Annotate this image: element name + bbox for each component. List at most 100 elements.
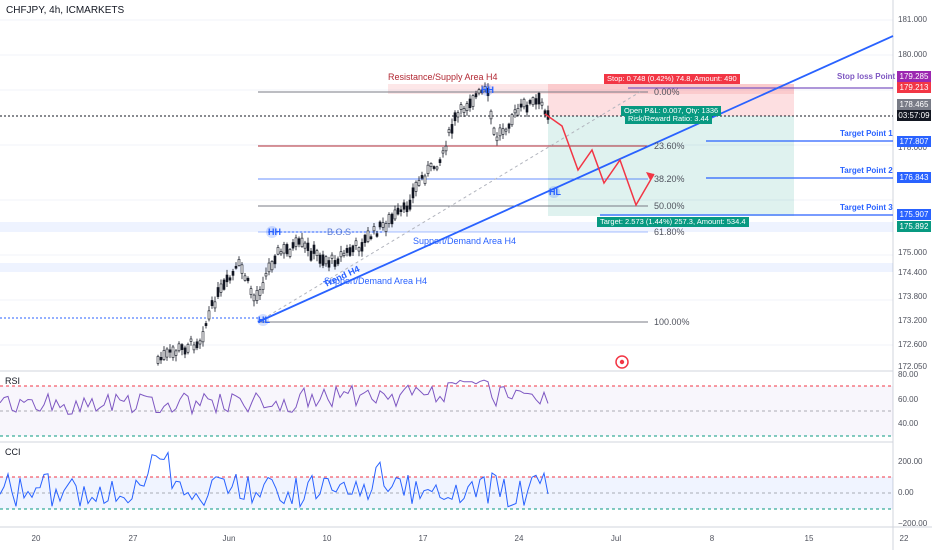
candle (417, 180, 421, 186)
date-label: Jul (610, 534, 622, 543)
entry-badge: 179.213 (897, 82, 931, 93)
hh-label: HH (268, 227, 281, 237)
cci-tick: 0.00 (898, 488, 914, 497)
candle (228, 277, 232, 281)
candle (429, 163, 433, 167)
hl-label: HL (549, 187, 561, 197)
hh-marker (266, 226, 278, 238)
stop-box-label: Stop: 0.748 (0.42%) 74.8, Amount: 490 (604, 74, 740, 84)
candle (456, 112, 460, 118)
profit-zone[interactable] (548, 116, 794, 216)
date-label: Jun (222, 534, 236, 543)
price-tick: 173.200 (898, 316, 927, 325)
candle (222, 279, 226, 290)
candle (189, 338, 193, 342)
date-label: 8 (709, 534, 715, 543)
candle (291, 242, 295, 249)
price-tick: 181.000 (898, 15, 927, 24)
support-label-2: Support/Demand Area H4 (324, 276, 428, 286)
candle (480, 89, 484, 94)
candle (402, 202, 406, 210)
date-label: 17 (418, 534, 428, 543)
resistance-label: Resistance/Supply Area H4 (388, 72, 498, 82)
target1-badge: 177.807 (897, 136, 931, 147)
hl-label: HL (258, 315, 270, 325)
candle (333, 260, 337, 267)
candle (309, 250, 313, 261)
target2-badge: 176.843 (897, 172, 931, 183)
candlestick-series[interactable] (156, 82, 550, 366)
fib-label: 23.60% (654, 141, 685, 151)
candle (432, 166, 436, 169)
candle (483, 86, 487, 90)
alert-icon[interactable] (615, 355, 629, 369)
candle (312, 244, 316, 254)
candle (414, 181, 418, 192)
candle (453, 112, 457, 122)
support-zone-2[interactable] (0, 263, 893, 272)
trend-line[interactable] (257, 35, 894, 323)
candle (315, 250, 319, 256)
candle (393, 209, 397, 220)
candle (243, 275, 247, 281)
cci-line[interactable] (0, 451, 549, 509)
candle (522, 98, 526, 108)
rsi-line[interactable] (0, 379, 549, 416)
candle (420, 175, 424, 179)
candle (258, 289, 262, 296)
candle (234, 265, 238, 269)
fib-label: 100.00% (654, 317, 690, 327)
candle (255, 290, 259, 301)
rsi-title[interactable]: RSI (5, 376, 21, 386)
price-tick: 178.000 (898, 143, 927, 152)
candle (477, 89, 481, 94)
fib-label: 61.80% (654, 227, 685, 237)
fib-diagonal (257, 91, 641, 323)
date-label: 20 (31, 534, 41, 543)
projection-path[interactable] (544, 113, 655, 207)
projection-arrow-icon (646, 172, 654, 180)
candle (504, 128, 508, 132)
candle (468, 98, 472, 109)
fib-label: 50.00% (654, 201, 685, 211)
candle (174, 350, 178, 356)
date-label: 27 (128, 534, 138, 543)
date-label: 22 (899, 534, 909, 543)
candle (513, 109, 517, 114)
fibonacci-levels[interactable] (258, 91, 648, 323)
target-lines[interactable] (600, 87, 893, 216)
candle (288, 249, 292, 257)
rsi-tick: 60.00 (898, 395, 919, 404)
candle (351, 245, 355, 253)
candle (471, 95, 475, 107)
candle (198, 340, 202, 345)
candle (210, 300, 214, 306)
candle (231, 271, 235, 276)
symbol-title[interactable]: CHFJPY, 4h, ICMARKETS (6, 5, 125, 16)
candle (534, 98, 538, 105)
candle (327, 260, 331, 268)
candle (540, 101, 544, 106)
candle (528, 100, 532, 104)
stop-loss-badge: 179.285 (897, 71, 931, 82)
countdown-badge: 03:57:09 (897, 110, 931, 121)
support-zone-1[interactable] (0, 222, 893, 232)
price-tick: 175.000 (898, 248, 927, 257)
hh-label: HH (481, 85, 494, 95)
price-grid (0, 19, 893, 346)
cci-title[interactable]: CCI (5, 447, 21, 457)
candle (306, 242, 310, 251)
candle (183, 347, 187, 355)
target-box-label: Target: 2.573 (1.44%) 257.3, Amount: 534… (597, 217, 749, 227)
candle (192, 344, 196, 351)
candle (531, 97, 535, 106)
price-tick: 172.600 (898, 340, 927, 349)
candle (363, 234, 367, 243)
price-tick: 172.050 (898, 362, 927, 371)
resistance-zone[interactable] (388, 84, 794, 94)
candle (441, 150, 445, 154)
candle (474, 93, 478, 98)
support-label: Support/Demand Area H4 (413, 236, 517, 246)
candle (216, 287, 220, 297)
